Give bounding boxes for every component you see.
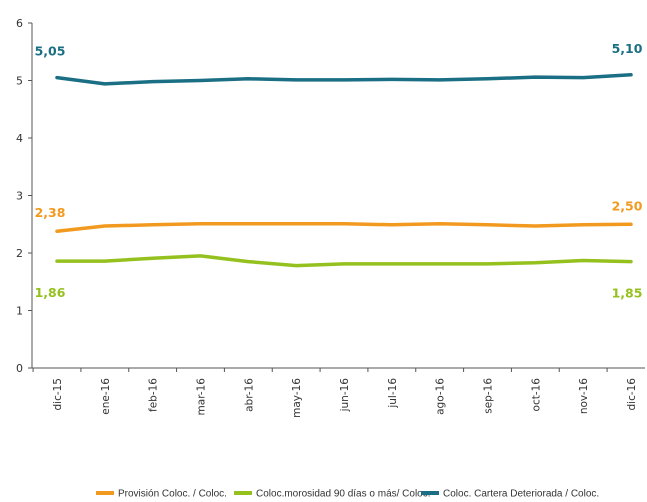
y-tick-label: 4 (16, 132, 23, 145)
series-line-1 (55, 221, 633, 233)
x-tick-label: may-16 (291, 378, 303, 418)
legend-entry: Coloc.morosidad 90 días o más/ Coloc. (256, 489, 431, 500)
x-tick-label: abr-16 (243, 378, 255, 412)
y-tick-label: 0 (16, 362, 23, 375)
legend: Provisión Coloc. / Coloc. Coloc.morosidad… (96, 489, 599, 500)
x-tick-label: oct-16 (530, 378, 542, 412)
x-tick-label: ago-16 (435, 378, 447, 415)
data-label-last: 1,85 (612, 286, 643, 301)
legend-entry: Coloc. Cartera Deteriorada / Coloc. (443, 489, 599, 500)
series-line-3 (55, 73, 633, 86)
x-tick-label: dic-15 (52, 378, 64, 411)
y-tick-label: 1 (16, 305, 23, 318)
data-label-first: 5,05 (35, 44, 66, 59)
x-tick-label: nov-16 (578, 378, 590, 414)
series-line-2 (55, 254, 633, 268)
data-label-first: 1,86 (35, 285, 66, 300)
x-tick-label: jun-16 (339, 378, 351, 413)
x-tick-label: sep-16 (483, 378, 495, 414)
data-labels: 2,38 2,50 1,86 1,85 5,05 5,10 (35, 41, 643, 301)
y-tick-label: 6 (16, 17, 23, 30)
axes: 0 1 2 3 4 5 6 dic-15 ene-16 feb-16 mar-16 abr-16 may… (16, 17, 645, 418)
x-tick-label: ene-16 (100, 378, 112, 415)
y-tick-label: 2 (16, 247, 23, 260)
x-tick-label: feb-16 (148, 378, 160, 412)
x-tick-label: mar-16 (196, 378, 208, 416)
legend-entry: Provisión Coloc. / Coloc. (118, 489, 227, 500)
x-tick-label: dic-16 (626, 378, 638, 411)
y-tick-label: 5 (16, 75, 23, 88)
data-label-last: 2,50 (612, 198, 643, 213)
series-layer (55, 73, 633, 268)
data-label-last: 5,10 (612, 41, 643, 56)
y-tick-label: 3 (16, 190, 23, 203)
data-label-first: 2,38 (35, 205, 66, 220)
x-tick-label: jul-16 (387, 378, 399, 409)
